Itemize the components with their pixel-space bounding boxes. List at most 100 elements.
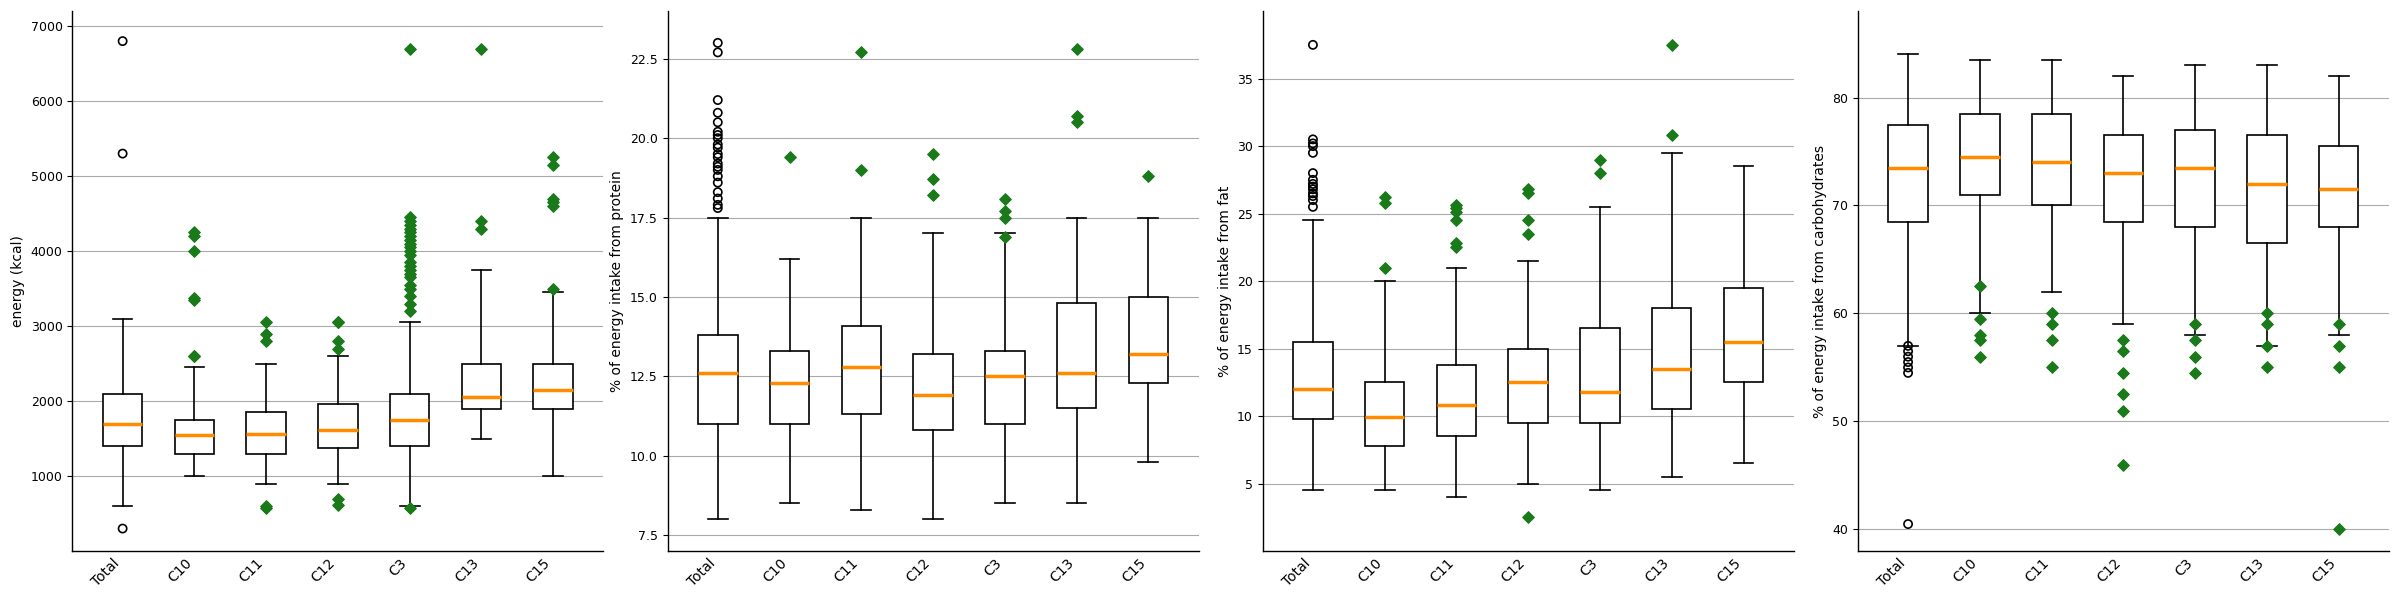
Point xyxy=(2318,362,2357,372)
Point xyxy=(391,503,430,512)
Point xyxy=(2177,319,2215,329)
Point xyxy=(391,242,430,252)
Point xyxy=(175,246,214,256)
Point xyxy=(175,227,214,237)
Point xyxy=(319,336,358,346)
Point xyxy=(1654,130,1692,140)
Point xyxy=(535,152,574,162)
Point xyxy=(698,127,737,137)
Point xyxy=(463,216,502,226)
Point xyxy=(2105,460,2143,469)
Point xyxy=(2249,362,2287,372)
Point xyxy=(1510,215,1548,225)
Point xyxy=(1294,202,1332,212)
PathPatch shape xyxy=(698,335,737,424)
Point xyxy=(391,250,430,260)
PathPatch shape xyxy=(389,394,430,446)
Point xyxy=(2105,346,2143,356)
Point xyxy=(1128,172,1166,181)
Point xyxy=(1294,141,1332,151)
Point xyxy=(1294,179,1332,188)
Point xyxy=(391,272,430,282)
Point xyxy=(698,165,737,175)
Y-axis label: % of energy intake from fat: % of energy intake from fat xyxy=(1217,185,1231,377)
Point xyxy=(319,500,358,509)
Point xyxy=(2033,319,2071,329)
PathPatch shape xyxy=(1510,349,1548,423)
Point xyxy=(1366,263,1404,272)
PathPatch shape xyxy=(1366,382,1404,446)
PathPatch shape xyxy=(2246,135,2287,243)
Point xyxy=(2033,308,2071,318)
Point xyxy=(319,494,358,503)
Point xyxy=(698,140,737,149)
Y-axis label: energy (kcal): energy (kcal) xyxy=(12,235,24,327)
Point xyxy=(986,194,1025,203)
Point xyxy=(698,178,737,187)
Point xyxy=(1294,148,1332,158)
Point xyxy=(698,95,737,105)
PathPatch shape xyxy=(2033,114,2071,205)
Point xyxy=(1294,184,1332,194)
PathPatch shape xyxy=(1723,288,1764,382)
Point xyxy=(391,216,430,226)
Point xyxy=(1961,352,1999,361)
Point xyxy=(1889,519,1927,529)
Point xyxy=(175,293,214,302)
Point xyxy=(698,172,737,181)
Point xyxy=(698,130,737,140)
PathPatch shape xyxy=(533,364,574,409)
Point xyxy=(1294,188,1332,198)
Point xyxy=(698,38,737,47)
Point xyxy=(1294,168,1332,178)
Point xyxy=(391,284,430,293)
Point xyxy=(698,159,737,169)
Point xyxy=(175,295,214,305)
Y-axis label: % of energy intake from protein: % of energy intake from protein xyxy=(610,170,624,392)
Point xyxy=(2177,352,2215,361)
Point xyxy=(2105,389,2143,399)
Point xyxy=(2249,319,2287,329)
Point xyxy=(391,227,430,237)
Point xyxy=(1294,195,1332,205)
Point xyxy=(247,501,286,511)
PathPatch shape xyxy=(770,351,809,424)
Point xyxy=(1889,362,1927,372)
Point xyxy=(1510,512,1548,522)
Point xyxy=(2318,524,2357,534)
Point xyxy=(391,44,430,53)
Point xyxy=(1582,168,1620,178)
Point xyxy=(1889,352,1927,361)
Point xyxy=(463,44,502,53)
Point xyxy=(535,197,574,207)
Point xyxy=(2177,368,2215,377)
Point xyxy=(535,284,574,293)
Point xyxy=(770,152,809,162)
Point xyxy=(1582,155,1620,164)
Point xyxy=(1961,335,1999,345)
Point xyxy=(175,351,214,361)
Point xyxy=(1889,341,1927,350)
Point xyxy=(1294,191,1332,201)
Point xyxy=(1058,118,1097,127)
Point xyxy=(698,194,737,203)
Point xyxy=(986,206,1025,216)
Point xyxy=(698,203,737,213)
PathPatch shape xyxy=(1438,365,1476,436)
PathPatch shape xyxy=(984,351,1025,424)
Point xyxy=(535,194,574,203)
Point xyxy=(1510,188,1548,198)
PathPatch shape xyxy=(247,412,286,454)
Y-axis label: % of energy intake from carbohydrates: % of energy intake from carbohydrates xyxy=(1812,145,1826,418)
Point xyxy=(1438,238,1476,248)
Point xyxy=(914,175,953,184)
Point xyxy=(1294,175,1332,185)
Point xyxy=(1889,357,1927,367)
Point xyxy=(247,329,286,338)
Point xyxy=(1294,134,1332,144)
Point xyxy=(1438,200,1476,210)
Point xyxy=(319,344,358,353)
Point xyxy=(1961,314,1999,323)
Point xyxy=(698,47,737,57)
Point xyxy=(391,257,430,267)
